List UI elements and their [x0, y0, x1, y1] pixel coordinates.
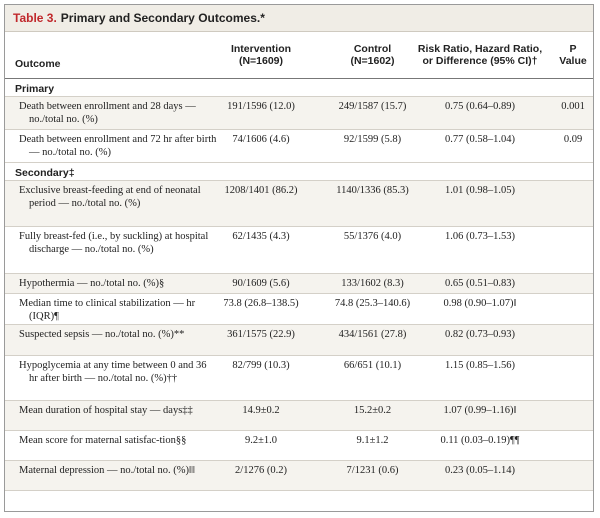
risk-ratio-value: 0.11 (0.03–0.19)¶¶: [440, 435, 520, 446]
intervention-value: 191/1596 (12.0): [227, 101, 295, 112]
risk-ratio-value: 0.75 (0.64–0.89): [445, 101, 515, 112]
outcome-label: Median time to clinical stabilization — …: [19, 298, 196, 322]
section-label: Secondary‡: [15, 167, 75, 179]
table-row: Fully breast-fed (i.e., by suckling) at …: [5, 227, 593, 274]
table-frame: Table 3. Primary and Secondary Outcomes.…: [4, 4, 594, 512]
risk-ratio-value: 0.23 (0.05–1.14): [445, 465, 515, 476]
intervention-value: 73.8 (26.8–138.5): [223, 298, 299, 309]
intervention-value: 2/1276 (0.2): [235, 465, 287, 476]
table-row: Mean score for maternal satisfac-tion§§ 9…: [5, 431, 593, 461]
intervention-value: 14.9±0.2: [242, 405, 280, 416]
control-value: 133/1602 (8.3): [341, 278, 404, 289]
control-value: 9.1±1.2: [356, 435, 389, 446]
control-value: 74.8 (25.3–140.6): [334, 298, 411, 309]
risk-ratio-value: 0.98 (0.90–1.07)‖: [443, 298, 517, 309]
outcome-label: Hypoglycemia at any time between 0 and 3…: [19, 360, 207, 384]
intervention-value: 62/1435 (4.3): [232, 231, 290, 242]
section-row: Primary: [5, 79, 593, 97]
section-label: Primary: [15, 83, 55, 95]
control-value: 15.2±0.2: [353, 405, 392, 416]
header-risk-ratio: Risk Ratio, Hazard Ratio, or Difference …: [417, 43, 543, 67]
table-row: Exclusive breast-feeding at end of neona…: [5, 181, 593, 227]
outcome-label: Mean score for maternal satisfac-tion§§: [19, 435, 187, 446]
header-outcome: Outcome: [15, 58, 61, 70]
outcome-label: Death between enrollment and 28 days — n…: [19, 101, 196, 125]
control-value: 7/1231 (0.6): [346, 465, 399, 476]
risk-ratio-value: 1.01 (0.98–1.05): [445, 185, 515, 196]
intervention-value: 82/799 (10.3): [232, 360, 290, 371]
intervention-value: 90/1609 (5.6): [232, 278, 290, 289]
control-value: 66/651 (10.1): [343, 360, 402, 371]
table-body: Primary Death between enrollment and 28 d…: [5, 79, 593, 491]
outcome-label: Suspected sepsis — no./total no. (%)**: [19, 329, 185, 340]
outcome-label: Maternal depression — no./total no. (%)‖…: [19, 465, 195, 476]
intervention-value: 9.2±1.0: [244, 435, 277, 446]
table-number: Table 3.: [13, 11, 57, 25]
table-row: Mean duration of hospital stay — days‡‡ 1…: [5, 401, 593, 431]
table-row: Death between enrollment and 72 hr after…: [5, 130, 593, 163]
intervention-value: 361/1575 (22.9): [227, 329, 295, 340]
table-row: Hypoglycemia at any time between 0 and 3…: [5, 356, 593, 401]
intervention-value: 74/1606 (4.6): [232, 134, 290, 145]
control-value: 1140/1336 (85.3): [336, 185, 409, 196]
risk-ratio-value: 1.07 (0.99–1.16)‖: [443, 405, 517, 416]
table-row: Median time to clinical stabilization — …: [5, 294, 593, 325]
risk-ratio-value: 1.15 (0.85–1.56): [445, 360, 515, 371]
table-title-bar: Table 3. Primary and Secondary Outcomes.…: [5, 5, 593, 32]
outcome-label: Death between enrollment and 72 hr after…: [19, 134, 217, 158]
control-value: 434/1561 (27.8): [338, 329, 407, 340]
intervention-value: 1208/1401 (86.2): [224, 185, 298, 196]
section-row: Secondary‡: [5, 163, 593, 181]
outcome-label: Hypothermia — no./total no. (%)§: [19, 278, 165, 289]
risk-ratio-value: 0.65 (0.51–0.83): [445, 278, 515, 289]
header-intervention: Intervention (N=1609): [230, 43, 292, 67]
control-value: 92/1599 (5.8): [343, 134, 402, 145]
table-row: Suspected sepsis — no./total no. (%)** 36…: [5, 325, 593, 356]
control-value: 55/1376 (4.0): [343, 231, 402, 242]
header-p-value: P Value: [559, 43, 587, 67]
table-title: Primary and Secondary Outcomes.*: [60, 11, 265, 25]
outcome-label: Fully breast-fed (i.e., by suckling) at …: [19, 231, 209, 255]
table-row: Hypothermia — no./total no. (%)§ 90/1609 …: [5, 274, 593, 294]
table-header: Outcome Intervention (N=1609) Control (N…: [5, 32, 593, 79]
header-control: Control (N=1602): [350, 43, 395, 67]
table-row: Maternal depression — no./total no. (%)‖…: [5, 461, 593, 491]
p-value: 0.001: [561, 101, 585, 112]
table-row: Death between enrollment and 28 days — n…: [5, 97, 593, 130]
risk-ratio-value: 1.06 (0.73–1.53): [445, 231, 515, 242]
outcome-label: Mean duration of hospital stay — days‡‡: [19, 405, 193, 416]
risk-ratio-value: 0.82 (0.73–0.93): [445, 329, 515, 340]
risk-ratio-value: 0.77 (0.58–1.04): [445, 134, 515, 145]
outcome-label: Exclusive breast-feeding at end of neona…: [19, 185, 201, 209]
p-value: 0.09: [563, 134, 583, 145]
control-value: 249/1587 (15.7): [338, 101, 407, 112]
